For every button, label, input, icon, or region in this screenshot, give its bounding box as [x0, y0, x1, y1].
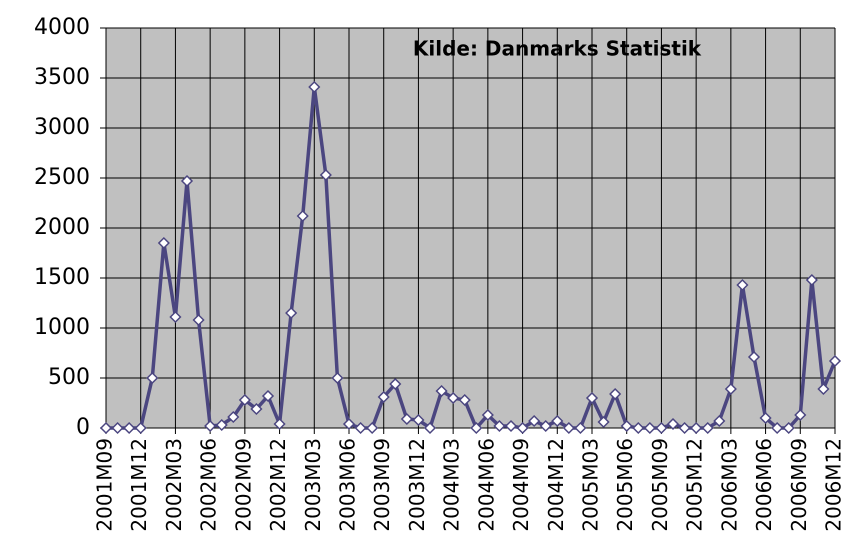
point-marker: [180, 174, 194, 188]
y-tick-label: 3000: [34, 115, 90, 140]
point-marker: [678, 421, 691, 435]
x-tick-label: 2003M09: [370, 438, 394, 532]
y-tick-label: 1500: [34, 265, 90, 290]
point-marker: [782, 421, 795, 435]
point-marker: [713, 414, 726, 428]
point-marker: [493, 419, 506, 433]
point-marker: [169, 310, 182, 324]
point-marker: [111, 421, 124, 435]
x-tick-label: 2006M06: [752, 438, 776, 532]
point-marker: [377, 390, 390, 404]
point-marker: [366, 421, 379, 435]
point-marker: [528, 414, 541, 428]
y-tick-label: 0: [76, 415, 90, 440]
point-marker: [562, 421, 575, 435]
point-marker: [273, 417, 286, 431]
point-marker: [204, 419, 217, 433]
point-marker: [389, 377, 402, 391]
x-tick-label: 2002M09: [231, 438, 255, 532]
point-marker: [447, 391, 460, 405]
point-marker: [227, 410, 240, 424]
point-marker: [609, 387, 622, 401]
x-tick-label: 2004M06: [474, 438, 498, 532]
point-marker: [690, 421, 703, 435]
series-line: [106, 86, 837, 432]
x-tick-label: 2004M09: [509, 438, 533, 532]
y-tick-label: 1000: [34, 315, 90, 340]
point-marker: [458, 393, 471, 407]
point-marker: [551, 414, 564, 428]
point-marker: [123, 421, 136, 435]
point-marker: [157, 236, 170, 250]
point-marker: [736, 278, 749, 292]
x-tick-label: 2006M09: [787, 438, 811, 532]
x-tick-label: 2002M03: [162, 438, 186, 532]
x-tick-label: 2003M12: [405, 438, 429, 532]
x-tick-label: 2004M03: [440, 438, 464, 532]
point-marker: [771, 421, 784, 435]
x-tick-label: 2002M06: [197, 438, 221, 532]
point-marker: [296, 209, 309, 223]
y-tick-label: 3500: [34, 65, 90, 90]
point-marker: [400, 412, 413, 426]
x-tick-label: 2005M06: [613, 438, 637, 532]
point-marker: [435, 384, 448, 398]
y-tick-label: 500: [48, 365, 90, 390]
point-marker: [134, 421, 147, 435]
point-marker: [504, 419, 518, 433]
point-marker: [666, 417, 680, 431]
x-tick-label: 2004M12: [544, 438, 568, 532]
x-tick-label: 2001M12: [127, 438, 151, 532]
x-tick-label: 2005M03: [579, 438, 603, 532]
y-tick-label: 2000: [34, 215, 90, 240]
point-marker: [146, 371, 159, 385]
point-marker: [261, 389, 275, 403]
point-marker: [817, 382, 830, 396]
point-marker: [470, 421, 483, 435]
point-marker: [215, 418, 228, 432]
y-tick-label: 4000: [34, 15, 90, 40]
x-tick-label: 2003M06: [336, 438, 360, 532]
point-marker: [238, 393, 251, 407]
x-tick-label: 2002M12: [266, 438, 290, 532]
point-marker: [805, 273, 818, 287]
point-marker: [354, 421, 367, 435]
point-marker: [747, 350, 761, 364]
point-marker: [759, 411, 772, 425]
x-tick-label: 2006M12: [822, 438, 846, 532]
point-marker: [597, 415, 610, 429]
point-marker: [99, 421, 113, 435]
point-marker: [655, 421, 668, 435]
point-marker: [632, 421, 645, 435]
x-tick-label: 2006M03: [717, 438, 741, 532]
point-marker: [423, 421, 437, 435]
point-marker: [481, 408, 494, 422]
point-marker: [192, 313, 205, 327]
point-marker: [319, 168, 332, 182]
point-marker: [828, 354, 842, 368]
point-marker: [794, 408, 807, 422]
x-tick-label: 2003M03: [301, 438, 325, 532]
point-marker: [724, 382, 737, 396]
point-marker: [620, 419, 633, 433]
point-marker: [308, 80, 321, 94]
point-marker: [585, 391, 599, 405]
point-marker: [412, 413, 425, 427]
y-tick-label: 2500: [34, 165, 90, 190]
x-tick-label: 2001M09: [93, 438, 117, 532]
point-marker: [285, 306, 298, 320]
point-marker: [701, 421, 714, 435]
x-tick-label: 2005M09: [648, 438, 672, 532]
point-marker: [342, 417, 356, 431]
point-marker: [516, 421, 529, 435]
point-marker: [643, 421, 656, 435]
point-marker: [331, 371, 344, 385]
point-marker: [539, 419, 552, 433]
point-marker: [250, 402, 263, 416]
point-marker: [574, 421, 587, 435]
x-tick-label: 2005M12: [683, 438, 707, 532]
